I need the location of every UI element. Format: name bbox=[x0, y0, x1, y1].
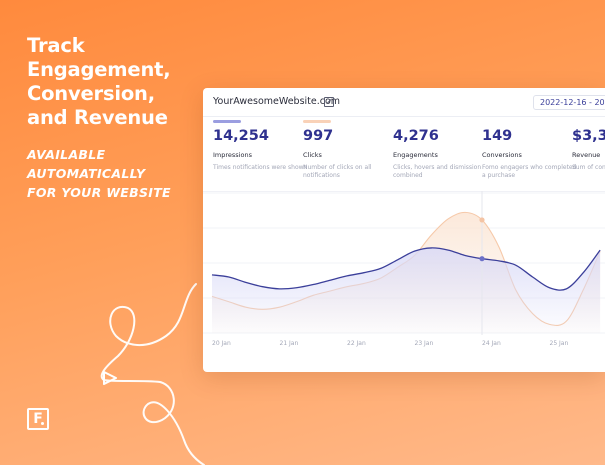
logo-dot bbox=[41, 422, 44, 425]
metric-value: 149 bbox=[482, 128, 513, 144]
headline-line: Conversion, bbox=[27, 82, 155, 105]
dashboard-card: YourAwesomeWebsite.com 2022-12-16 - 2022… bbox=[203, 88, 605, 372]
engagement-line-chart[interactable]: 20 Jan 21 Jan 22 Jan 23 Jan 24 Jan 25 Jan bbox=[203, 88, 605, 372]
metric-label: Conversions bbox=[482, 151, 522, 159]
subheadline-line: AVAILABLE bbox=[27, 147, 106, 162]
external-link-icon[interactable] bbox=[324, 97, 334, 107]
metric-label: Clicks bbox=[303, 151, 322, 159]
x-tick-label: 23 Jan bbox=[415, 340, 434, 347]
metric-value: 4,276 bbox=[393, 128, 439, 144]
metric-value: 14,254 bbox=[213, 128, 269, 144]
metric-label: Engagements bbox=[393, 151, 438, 159]
logo-letter: F bbox=[33, 411, 43, 427]
x-tick-label: 22 Jan bbox=[347, 340, 366, 347]
metric-value: 997 bbox=[303, 128, 334, 144]
metric-value: $3,3 bbox=[572, 128, 605, 144]
x-tick-label: 24 Jan bbox=[482, 340, 501, 347]
metrics-divider bbox=[203, 191, 605, 192]
metric-description: Sum of conv revenue bbox=[572, 164, 605, 171]
metric-label: Revenue bbox=[572, 151, 601, 159]
data-point bbox=[479, 217, 485, 223]
metric-description: Times notifications were shown bbox=[213, 164, 308, 171]
subheadline: AVAILABLE AUTOMATICALLY FOR YOUR WEBSITE bbox=[27, 145, 171, 202]
data-point bbox=[479, 256, 485, 262]
metric-description: Fomo engagers who completed a purchase bbox=[482, 164, 577, 179]
brand-logo: F bbox=[27, 408, 49, 430]
site-name: YourAwesomeWebsite.com bbox=[213, 96, 341, 107]
series-area bbox=[212, 247, 601, 333]
x-tick-label: 20 Jan bbox=[212, 340, 231, 347]
subheadline-line: FOR YOUR WEBSITE bbox=[27, 185, 171, 200]
metric-label: Impressions bbox=[213, 151, 252, 159]
headline-line: Track bbox=[27, 34, 85, 57]
headline-line: and Revenue bbox=[27, 106, 168, 129]
dashboard-header: YourAwesomeWebsite.com 2022-12-16 - 2022… bbox=[203, 88, 605, 117]
date-range-picker[interactable]: 2022-12-16 - 2022-1 bbox=[533, 95, 605, 110]
headline: Track Engagement, Conversion, and Revenu… bbox=[27, 34, 171, 130]
metric-color-bar bbox=[213, 120, 241, 123]
metric-color-bar bbox=[303, 120, 331, 123]
metric-description: Number of clicks on all notifications bbox=[303, 164, 372, 179]
x-tick-label: 25 Jan bbox=[550, 340, 569, 347]
series-line bbox=[211, 247, 601, 291]
x-tick-label: 21 Jan bbox=[280, 340, 299, 347]
metric-description: Clicks, hovers and dismission combined bbox=[393, 164, 482, 179]
subheadline-line: AUTOMATICALLY bbox=[27, 166, 146, 181]
headline-line: Engagement, bbox=[27, 58, 171, 81]
